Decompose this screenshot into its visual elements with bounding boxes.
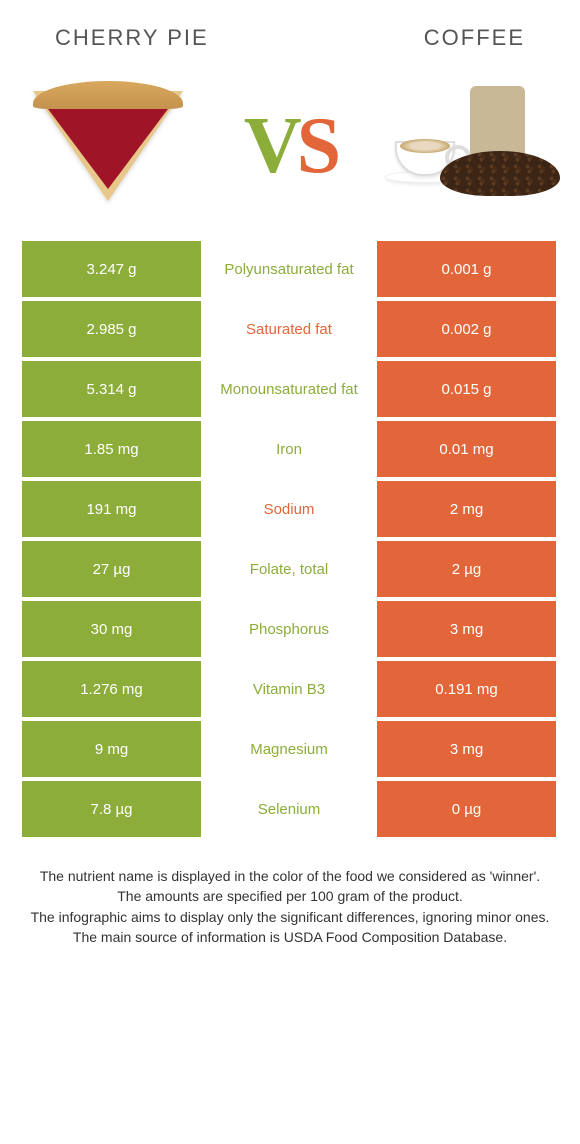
vs-label: VS: [244, 101, 336, 192]
nutrient-label: Sodium: [204, 481, 374, 537]
right-value: 0 µg: [377, 781, 556, 837]
footer-notes: The nutrient name is displayed in the co…: [0, 841, 580, 947]
table-row: 5.314 gMonounsaturated fat0.015 g: [22, 361, 558, 417]
table-row: 191 mgSodium2 mg: [22, 481, 558, 537]
nutrient-table: 3.247 gPolyunsaturated fat0.001 g2.985 g…: [22, 241, 558, 837]
header: CHERRY PIE COFFEE: [0, 0, 580, 61]
table-row: 30 mgPhosphorus3 mg: [22, 601, 558, 657]
vs-s: S: [297, 102, 337, 190]
nutrient-label: Monounsaturated fat: [204, 361, 374, 417]
hero-row: VS: [0, 61, 580, 241]
footer-line: The nutrient name is displayed in the co…: [28, 866, 552, 886]
left-value: 3.247 g: [22, 241, 201, 297]
coffee-image: [385, 76, 560, 216]
left-value: 7.8 µg: [22, 781, 201, 837]
table-row: 3.247 gPolyunsaturated fat0.001 g: [22, 241, 558, 297]
vs-v: V: [244, 102, 297, 190]
left-value: 1.276 mg: [22, 661, 201, 717]
left-value: 9 mg: [22, 721, 201, 777]
right-value: 0.191 mg: [377, 661, 556, 717]
right-value: 2 mg: [377, 481, 556, 537]
right-value: 3 mg: [377, 601, 556, 657]
nutrient-label: Saturated fat: [204, 301, 374, 357]
right-value: 0.001 g: [377, 241, 556, 297]
left-food-title: CHERRY PIE: [55, 25, 209, 51]
left-value: 5.314 g: [22, 361, 201, 417]
footer-line: The infographic aims to display only the…: [28, 907, 552, 927]
footer-line: The main source of information is USDA F…: [28, 927, 552, 947]
nutrient-label: Phosphorus: [204, 601, 374, 657]
nutrient-label: Folate, total: [204, 541, 374, 597]
right-value: 0.002 g: [377, 301, 556, 357]
right-value: 0.01 mg: [377, 421, 556, 477]
left-value: 27 µg: [22, 541, 201, 597]
right-value: 3 mg: [377, 721, 556, 777]
left-value: 30 mg: [22, 601, 201, 657]
left-value: 191 mg: [22, 481, 201, 537]
table-row: 9 mgMagnesium3 mg: [22, 721, 558, 777]
cherry-pie-image: [20, 76, 195, 216]
table-row: 2.985 gSaturated fat0.002 g: [22, 301, 558, 357]
table-row: 7.8 µgSelenium0 µg: [22, 781, 558, 837]
nutrient-label: Polyunsaturated fat: [204, 241, 374, 297]
nutrient-label: Vitamin B3: [204, 661, 374, 717]
footer-line: The amounts are specified per 100 gram o…: [28, 886, 552, 906]
table-row: 1.276 mgVitamin B30.191 mg: [22, 661, 558, 717]
right-food-title: COFFEE: [424, 25, 525, 51]
table-row: 1.85 mgIron0.01 mg: [22, 421, 558, 477]
table-row: 27 µgFolate, total2 µg: [22, 541, 558, 597]
right-value: 0.015 g: [377, 361, 556, 417]
nutrient-label: Magnesium: [204, 721, 374, 777]
left-value: 2.985 g: [22, 301, 201, 357]
right-value: 2 µg: [377, 541, 556, 597]
left-value: 1.85 mg: [22, 421, 201, 477]
nutrient-label: Iron: [204, 421, 374, 477]
nutrient-label: Selenium: [204, 781, 374, 837]
